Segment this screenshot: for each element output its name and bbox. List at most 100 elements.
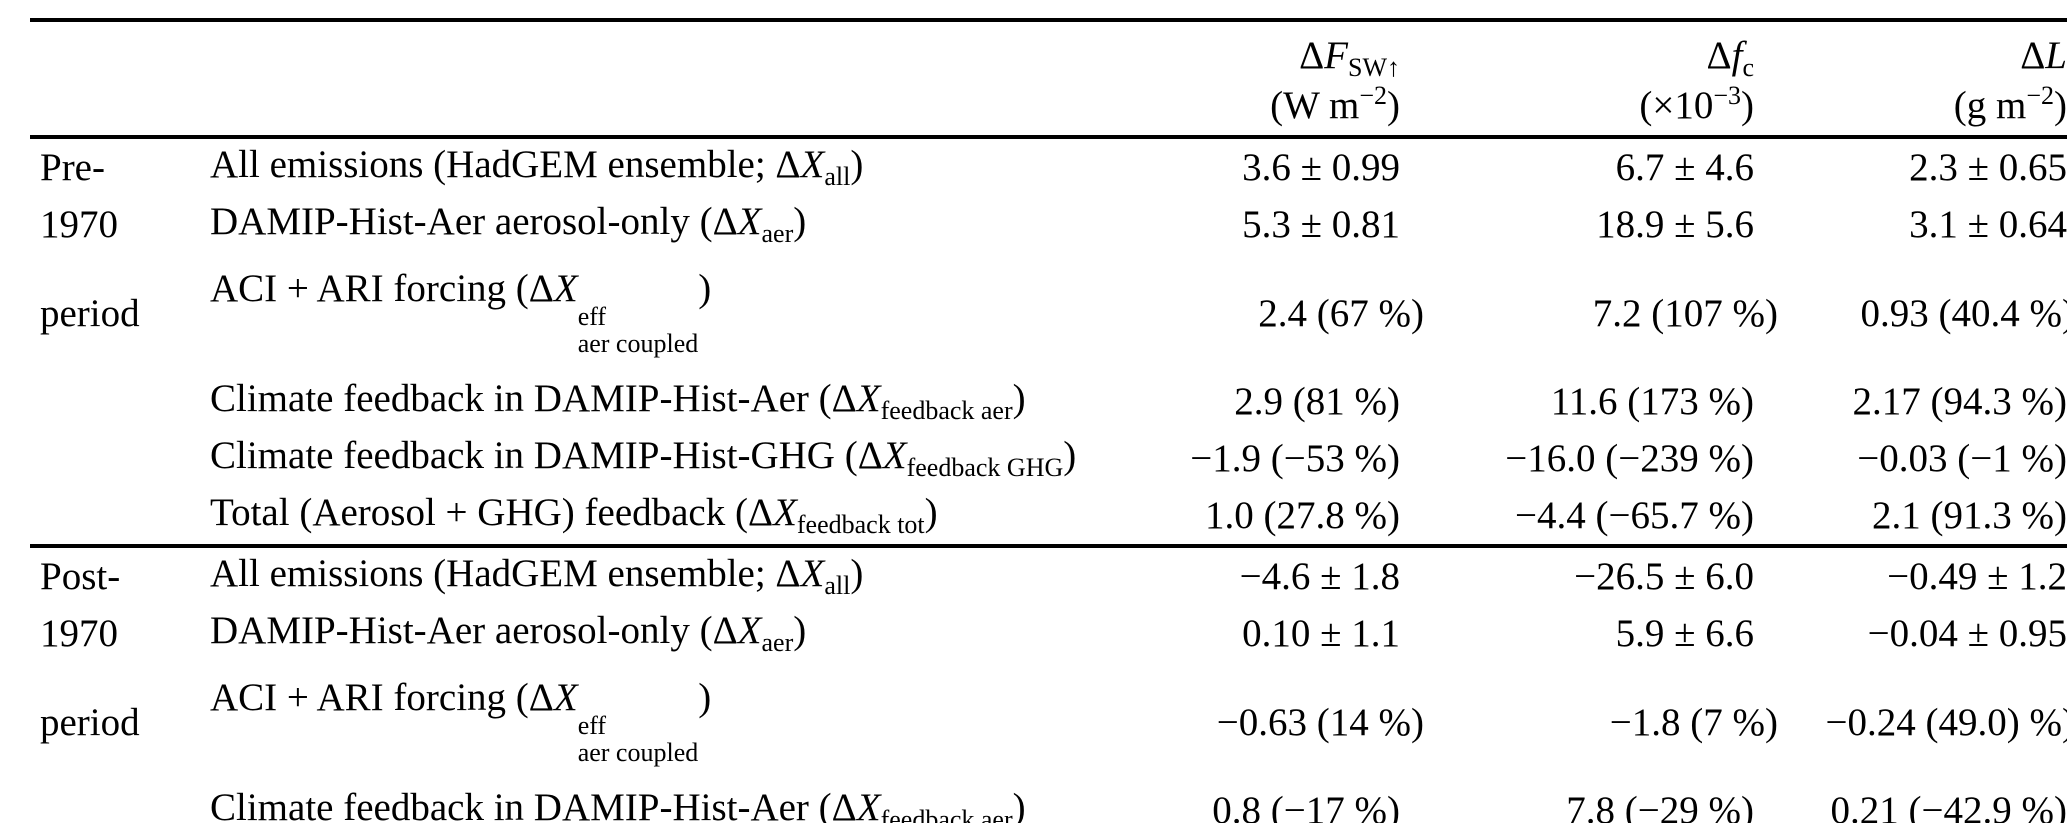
label-text: DAMIP-Hist-Aer aerosol-only (Δ [210, 609, 738, 652]
value-dfsw: 5.3 ± 0.81 [1242, 203, 1400, 246]
row-label: ACI + ARI forcing (ΔX eff aer coupled) [210, 662, 1070, 782]
value-dfsw: 0.8 (−17 %) [1212, 789, 1400, 823]
unit-exponent: −3 [1713, 81, 1741, 110]
label-subscript: feedback aer [880, 805, 1013, 823]
label-text: ACI + ARI forcing (Δ [210, 267, 554, 310]
label-scripts: eff aer coupled [578, 303, 699, 357]
header-col-dl: ΔL (g m−2) [1778, 20, 2067, 137]
label-close: ) [698, 676, 712, 719]
label-text: Total (Aerosol + GHG) feedback (Δ [210, 491, 774, 534]
label-close: ) [698, 267, 712, 310]
results-table: ΔFSW↑ (W m−2) Δfc (×10−3) ΔL (g m−2) Pre… [30, 18, 2067, 823]
value-dfc: −26.5 ± 6.0 [1424, 544, 1778, 605]
unit-text: (×10 [1639, 84, 1714, 127]
header-unit: (g m−2) [1778, 83, 2067, 127]
label-variable: X [856, 786, 881, 823]
row-label: Climate feedback in DAMIP-Hist-Aer (ΔXfe… [210, 373, 1070, 430]
row-label: All emissions (HadGEM ensemble; ΔXall) [210, 137, 1070, 196]
label-close: ) [793, 200, 807, 243]
table-row: Total (Aerosol + GHG) feedback (ΔXfeedba… [30, 487, 2067, 546]
period-label: 1970 [40, 612, 118, 655]
table-row: 1970 DAMIP-Hist-Aer aerosol-only (ΔXaer)… [30, 196, 2067, 253]
label-variable: X [800, 143, 825, 186]
row-label: Climate feedback in DAMIP-Hist-Aer (ΔXfe… [210, 782, 1070, 823]
table-container: ΔFSW↑ (W m−2) Δfc (×10−3) ΔL (g m−2) Pre… [30, 18, 2067, 823]
subscript: SW↑ [1348, 53, 1400, 82]
section-post-1970: Post- All emissions (HadGEM ensemble; Δ X… [30, 544, 2067, 823]
value-dfsw: 1.0 (27.8 %) [1205, 494, 1400, 537]
value-dfsw: −0.63 (14 %) [1216, 700, 1424, 744]
header-symbol: ΔFSW↑ [1070, 36, 1400, 81]
label-subscript: aer [761, 628, 794, 657]
label-close: ) [793, 609, 807, 652]
row-label: DAMIP-Hist-Aer aerosol-only (ΔXaer) [210, 605, 1070, 662]
value-dfsw: 2.9 (81 %) [1234, 380, 1400, 423]
value-dl: 2.17 (94.3 %) [1852, 380, 2067, 423]
table-row: Pre- All emissions (HadGEM ensemble; ΔXa… [30, 137, 2067, 196]
table-row: period ACI + ARI forcing (ΔX eff aer coupl… [30, 253, 2067, 373]
variable: f [1731, 34, 1743, 77]
label-subscript: all [824, 162, 851, 191]
value-dl: 3.1 ± 0.64 [1909, 203, 2067, 246]
label-subscript: aer coupled [577, 329, 699, 358]
table-row: 1970 DAMIP-Hist-Aer aerosol-only (ΔXaer)… [30, 605, 2067, 662]
label-variable: X [737, 200, 762, 243]
delta: Δ [2020, 34, 2046, 77]
unit-text: (g m [1953, 84, 2027, 127]
period-label [30, 373, 210, 430]
variable: F [1324, 34, 1348, 77]
label-close: ) [1063, 434, 1077, 477]
period-label: Post- [30, 544, 210, 605]
header-unit: (W m−2) [1070, 81, 1400, 127]
value-dfsw: −4.6 ± 1.8 [1070, 544, 1424, 605]
unit-exponent: −2 [1359, 81, 1387, 110]
value-dfsw: 2.4 (67 %) [1258, 291, 1424, 335]
value-dl: 2.3 ± 0.65 [1909, 146, 2067, 189]
header-col-dfc: Δfc (×10−3) [1424, 20, 1778, 137]
value-dfc: −16.0 (−239 %) [1505, 437, 1754, 480]
label-close: ) [850, 143, 864, 186]
value-dfsw: 3.6 ± 0.99 [1242, 146, 1400, 189]
label-text: All emissions (HadGEM ensemble; Δ [210, 552, 801, 595]
label-variable: X [773, 491, 797, 534]
value-dfc: 18.9 ± 5.6 [1596, 203, 1754, 246]
label-text: Climate feedback in DAMIP-Hist-Aer (Δ [210, 377, 857, 420]
label-subscript: feedback tot [796, 510, 925, 539]
label-subscript: feedback GHG [906, 453, 1064, 482]
value-dl: 0.21 (−42.9 %) [1830, 789, 2067, 823]
label-superscript: eff [577, 711, 607, 740]
label-close: ) [924, 491, 938, 534]
row-label: DAMIP-Hist-Aer aerosol-only (ΔXaer) [210, 196, 1070, 253]
header-row: ΔFSW↑ (W m−2) Δfc (×10−3) ΔL (g m−2) [30, 20, 2067, 137]
label-variable: X [882, 434, 907, 477]
header-unit: (×10−3) [1424, 81, 1754, 127]
label-scripts: eff aer coupled [578, 712, 699, 766]
value-dl: 0.93 (40.4 %) [1860, 291, 2067, 335]
value-dfc: 5.9 ± 6.6 [1615, 612, 1754, 655]
label-close: ) [1012, 786, 1026, 823]
period-label: 1970 [40, 203, 118, 246]
section-pre-1970: Pre- All emissions (HadGEM ensemble; ΔXa… [30, 137, 2067, 546]
unit-close: ) [1387, 84, 1400, 127]
row-label: ACI + ARI forcing (ΔX eff aer coupled) [210, 253, 1070, 373]
header-symbol: ΔL [1778, 36, 2067, 81]
label-variable: X [737, 609, 762, 652]
table-row: period ACI + ARI forcing (ΔX eff aer coupl… [30, 662, 2067, 782]
period-label: Pre- [40, 146, 105, 189]
period-label [30, 487, 210, 546]
delta: Δ [1706, 34, 1732, 77]
label-text: Climate feedback in DAMIP-Hist-GHG (Δ [210, 434, 883, 477]
period-label [30, 782, 210, 823]
table-row: Climate feedback in DAMIP-Hist-GHG (ΔXfe… [30, 430, 2067, 487]
label-subscript: aer [761, 219, 794, 248]
variable: L [2045, 34, 2067, 77]
label-close: ) [850, 552, 864, 595]
value-dfc: 7.8 (−29 %) [1566, 789, 1754, 823]
table-header: ΔFSW↑ (W m−2) Δfc (×10−3) ΔL (g m−2) [30, 20, 2067, 137]
delta: Δ [1299, 34, 1325, 77]
table-row: Climate feedback in DAMIP-Hist-Aer (ΔXfe… [30, 373, 2067, 430]
label-text: ACI + ARI forcing (Δ [210, 676, 554, 719]
label-text: Climate feedback in DAMIP-Hist-Aer (Δ [210, 786, 857, 823]
unit-text: (W m [1270, 84, 1360, 127]
table-row: Climate feedback in DAMIP-Hist-Aer (ΔXfe… [30, 782, 2067, 823]
